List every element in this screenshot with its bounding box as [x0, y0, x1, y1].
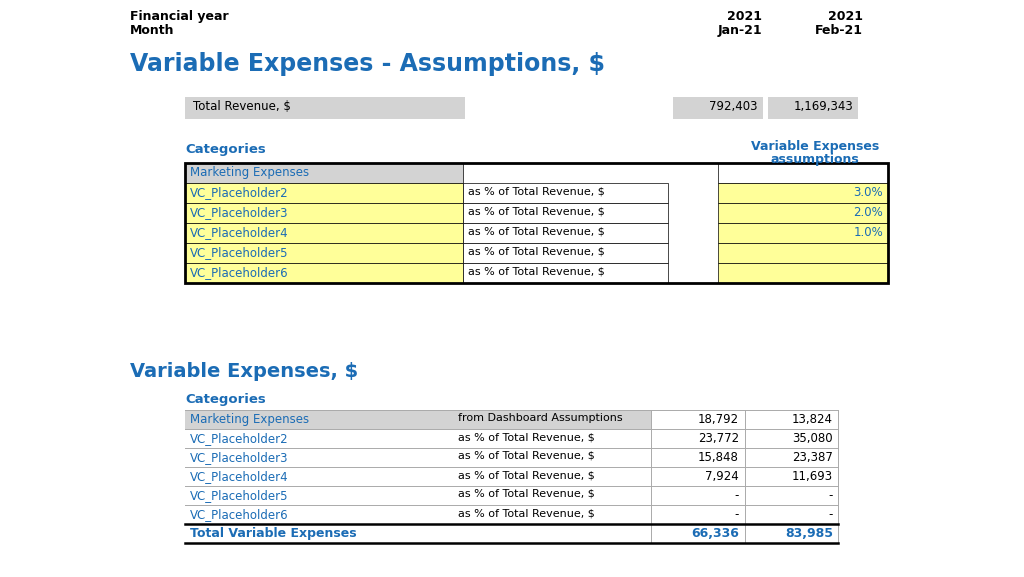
Bar	[463, 243, 668, 263]
Text: 35,080: 35,080	[793, 432, 833, 445]
Bar	[185, 263, 463, 283]
Text: 66,336: 66,336	[691, 527, 739, 540]
Text: as % of Total Revenue, $: as % of Total Revenue, $	[458, 508, 595, 518]
Bar	[185, 97, 465, 119]
Bar	[453, 505, 651, 524]
Text: VC_Placeholder3: VC_Placeholder3	[190, 451, 289, 464]
Text: as % of Total Revenue, $: as % of Total Revenue, $	[468, 206, 605, 216]
Bar	[463, 223, 668, 243]
Bar	[768, 97, 858, 119]
Text: -: -	[734, 508, 739, 521]
Text: 1.0%: 1.0%	[853, 226, 883, 239]
Bar	[673, 97, 763, 119]
Text: Financial year: Financial year	[130, 10, 228, 23]
Bar	[463, 203, 668, 223]
Text: as % of Total Revenue, $: as % of Total Revenue, $	[468, 186, 605, 196]
Bar	[185, 183, 463, 203]
Text: Marketing Expenses: Marketing Expenses	[190, 166, 309, 179]
Text: 23,387: 23,387	[793, 451, 833, 464]
Text: -: -	[828, 508, 833, 521]
Text: as % of Total Revenue, $: as % of Total Revenue, $	[458, 489, 595, 499]
Text: as % of Total Revenue, $: as % of Total Revenue, $	[468, 226, 605, 236]
Bar	[718, 203, 888, 223]
Text: VC_Placeholder2: VC_Placeholder2	[190, 432, 289, 445]
Text: as % of Total Revenue, $: as % of Total Revenue, $	[468, 246, 605, 256]
Text: Variable Expenses, $: Variable Expenses, $	[130, 362, 358, 381]
Bar	[185, 203, 463, 223]
Text: as % of Total Revenue, $: as % of Total Revenue, $	[458, 432, 595, 442]
Text: assumptions: assumptions	[771, 153, 859, 166]
Text: Feb-21: Feb-21	[815, 24, 863, 37]
Text: Variable Expenses - Assumptions, $: Variable Expenses - Assumptions, $	[130, 52, 605, 76]
Bar	[718, 243, 888, 263]
Bar	[718, 223, 888, 243]
Text: 11,693: 11,693	[792, 470, 833, 483]
Text: 83,985: 83,985	[785, 527, 833, 540]
Bar	[718, 163, 888, 183]
Text: VC_Placeholder5: VC_Placeholder5	[190, 489, 289, 502]
Bar	[463, 263, 668, 283]
Text: from Dashboard Assumptions: from Dashboard Assumptions	[458, 413, 623, 423]
Bar	[185, 448, 453, 467]
Text: 15,848: 15,848	[698, 451, 739, 464]
Bar	[185, 467, 453, 486]
Text: VC_Placeholder3: VC_Placeholder3	[190, 206, 289, 219]
Text: Marketing Expenses: Marketing Expenses	[190, 413, 309, 426]
Text: -: -	[828, 489, 833, 502]
Text: 2021: 2021	[727, 10, 762, 23]
Text: Month: Month	[130, 24, 174, 37]
Text: Variable Expenses: Variable Expenses	[751, 140, 880, 153]
Bar	[453, 486, 651, 505]
Text: 18,792: 18,792	[698, 413, 739, 426]
Text: as % of Total Revenue, $: as % of Total Revenue, $	[468, 266, 605, 276]
Text: as % of Total Revenue, $: as % of Total Revenue, $	[458, 451, 595, 461]
Text: 7,924: 7,924	[706, 470, 739, 483]
Text: VC_Placeholder4: VC_Placeholder4	[190, 226, 289, 239]
Text: as % of Total Revenue, $: as % of Total Revenue, $	[458, 470, 595, 480]
Text: VC_Placeholder2: VC_Placeholder2	[190, 186, 289, 199]
Bar	[453, 410, 651, 429]
Text: 3.0%: 3.0%	[853, 186, 883, 199]
Text: -: -	[734, 489, 739, 502]
Text: VC_Placeholder4: VC_Placeholder4	[190, 470, 289, 483]
Text: Total Revenue, $: Total Revenue, $	[193, 100, 291, 113]
Bar	[453, 467, 651, 486]
Bar	[718, 183, 888, 203]
Bar	[185, 410, 453, 429]
Text: 2.0%: 2.0%	[853, 206, 883, 219]
Bar	[185, 243, 463, 263]
Text: 1,169,343: 1,169,343	[794, 100, 853, 113]
Text: 792,403: 792,403	[710, 100, 758, 113]
Bar	[185, 486, 453, 505]
Bar	[185, 163, 463, 183]
Bar	[453, 448, 651, 467]
Text: 13,824: 13,824	[792, 413, 833, 426]
Bar	[718, 263, 888, 283]
Text: Categories: Categories	[185, 143, 266, 156]
Bar	[185, 505, 453, 524]
Bar	[463, 183, 668, 203]
Bar	[185, 163, 888, 283]
Text: VC_Placeholder6: VC_Placeholder6	[190, 508, 289, 521]
Text: VC_Placeholder5: VC_Placeholder5	[190, 246, 289, 259]
Bar	[185, 223, 463, 243]
Text: Jan-21: Jan-21	[718, 24, 762, 37]
Text: 2021: 2021	[828, 10, 863, 23]
Bar	[453, 429, 651, 448]
Bar	[185, 429, 453, 448]
Text: VC_Placeholder6: VC_Placeholder6	[190, 266, 289, 279]
Text: 23,772: 23,772	[698, 432, 739, 445]
Text: Total Variable Expenses: Total Variable Expenses	[190, 527, 356, 540]
Text: Categories: Categories	[185, 393, 266, 406]
